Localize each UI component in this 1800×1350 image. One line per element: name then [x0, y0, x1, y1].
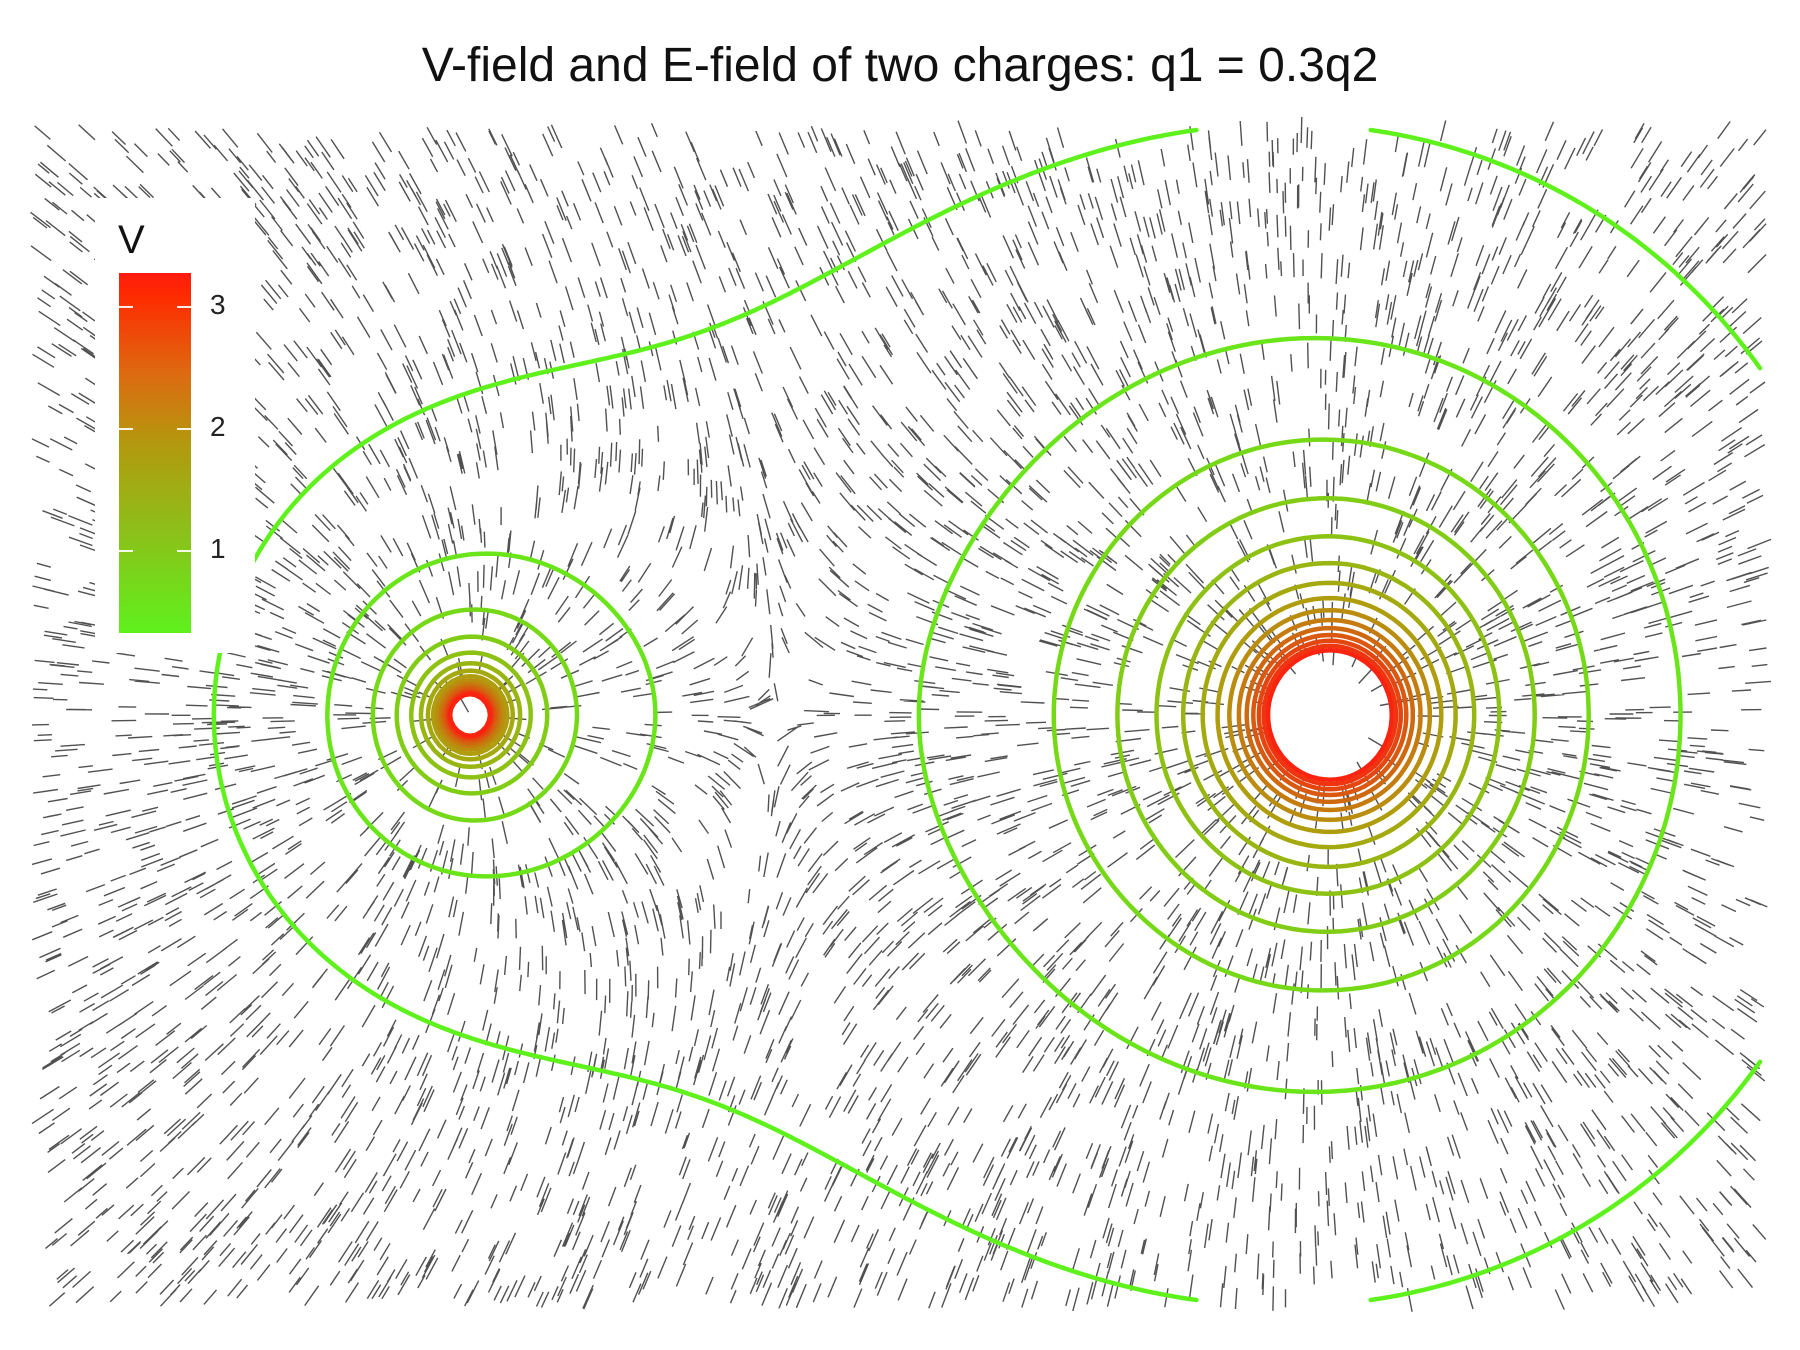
chart-title: V-field and E-field of two charges: q1 =…	[421, 39, 1379, 92]
legend-title: V	[118, 218, 145, 262]
e-field-segment-set	[30, 116, 1772, 1312]
v-contour-level-14	[447, 648, 1395, 782]
color-legend: V 3 2 1	[95, 198, 255, 653]
v-contour-level-6	[425, 580, 1458, 850]
legend-label-2: 2	[210, 411, 226, 442]
v-contour-level-9	[438, 617, 1423, 813]
v-contour-level-2	[370, 437, 1591, 993]
v-contour-level-4	[408, 534, 1502, 896]
legend-colorbar	[119, 273, 191, 633]
v-contour-level-1	[325, 335, 1683, 1095]
v-contours	[211, 127, 1763, 1303]
v-contour-level-8	[434, 607, 1433, 823]
e-field-segments	[30, 116, 1772, 1312]
legend-label-3: 3	[210, 289, 226, 320]
legend-label-1: 1	[210, 533, 226, 564]
v-contour-level-5	[418, 560, 1477, 870]
v-contour-level-7	[430, 595, 1444, 835]
v-contour-level-3	[394, 496, 1537, 934]
v-contour-level-0	[211, 127, 1763, 1303]
